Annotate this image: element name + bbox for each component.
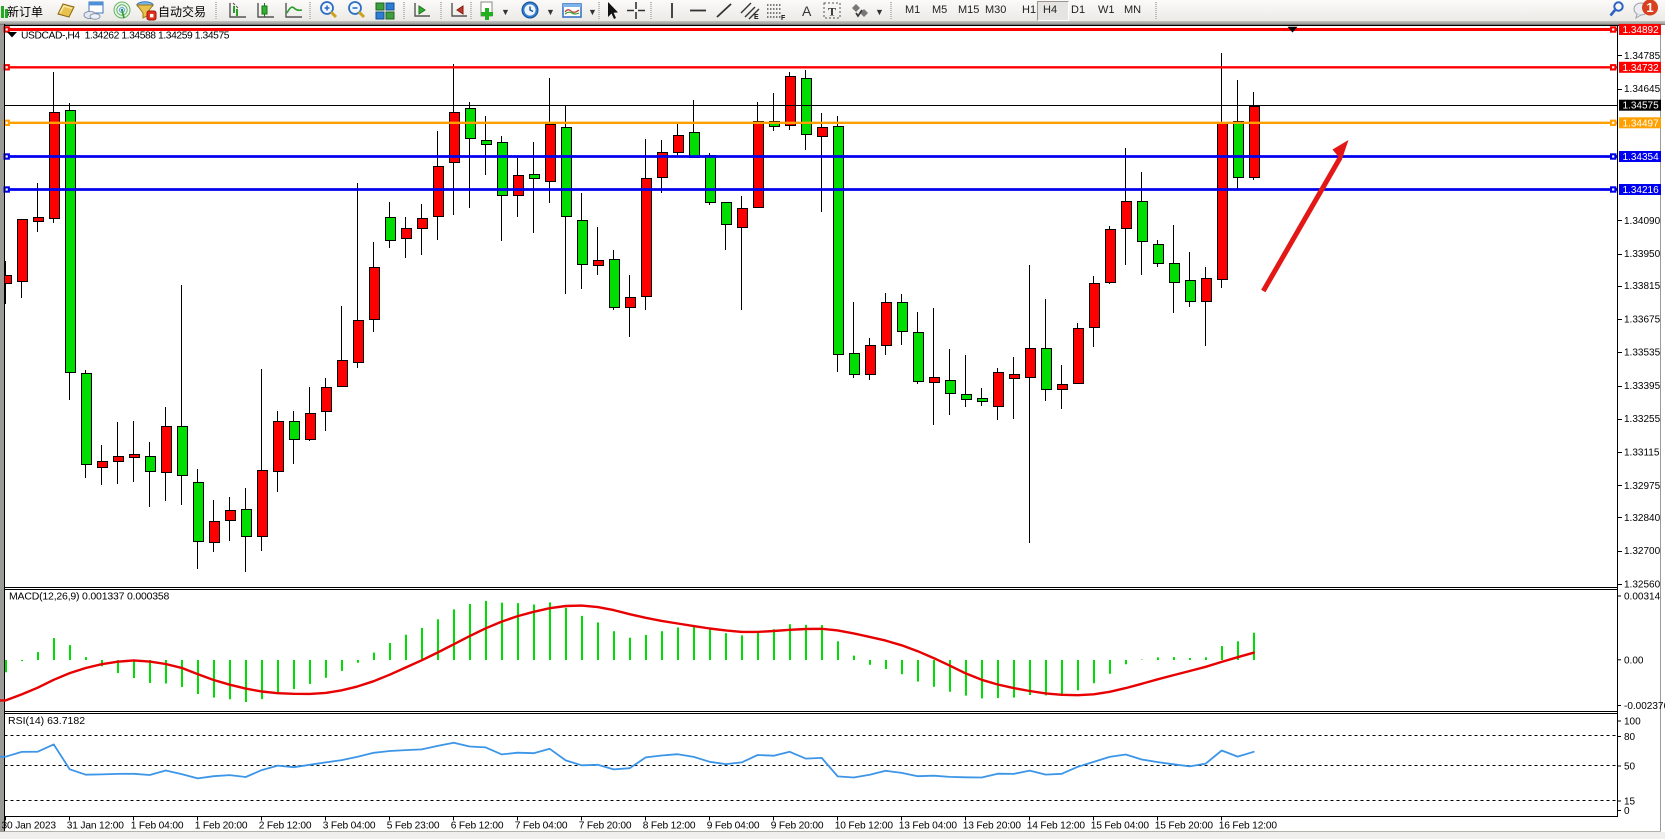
svg-text:8 Feb 12:00: 8 Feb 12:00	[643, 821, 696, 832]
svg-text:1.34216: 1.34216	[1623, 185, 1660, 196]
svg-text:1.33255: 1.33255	[1624, 414, 1661, 425]
svg-text:1 Feb 04:00: 1 Feb 04:00	[131, 821, 184, 832]
svg-text:0.00314: 0.00314	[1624, 592, 1661, 603]
svg-text:6 Feb 12:00: 6 Feb 12:00	[451, 821, 504, 832]
svg-text:1: 1	[1646, 0, 1653, 15]
svg-text:1.34732: 1.34732	[1623, 63, 1660, 74]
svg-text:A: A	[802, 3, 812, 19]
svg-text:9 Feb 04:00: 9 Feb 04:00	[707, 821, 760, 832]
svg-text:100: 100	[1624, 717, 1641, 728]
svg-text:50: 50	[1624, 762, 1636, 773]
svg-text:14 Feb 12:00: 14 Feb 12:00	[1027, 821, 1086, 832]
svg-text:1 Feb 20:00: 1 Feb 20:00	[195, 821, 248, 832]
svg-text:9 Feb 20:00: 9 Feb 20:00	[771, 821, 824, 832]
svg-text:1.33675: 1.33675	[1624, 315, 1661, 326]
svg-text:0: 0	[1624, 806, 1630, 817]
svg-text:15: 15	[1624, 797, 1636, 808]
svg-text:1.32700: 1.32700	[1624, 546, 1661, 557]
svg-text:7 Feb 04:00: 7 Feb 04:00	[515, 821, 568, 832]
svg-text:31 Jan 12:00: 31 Jan 12:00	[67, 821, 125, 832]
svg-text:-0.002376: -0.002376	[1624, 701, 1665, 712]
svg-text:1.34645: 1.34645	[1624, 84, 1661, 95]
svg-text:13 Feb 04:00: 13 Feb 04:00	[899, 821, 958, 832]
svg-text:15 Feb 20:00: 15 Feb 20:00	[1155, 821, 1214, 832]
svg-text:1.32560: 1.32560	[1624, 579, 1661, 590]
svg-text:1.32975: 1.32975	[1624, 481, 1661, 492]
svg-text:1.34575: 1.34575	[1623, 101, 1660, 112]
svg-text:1.34892: 1.34892	[1623, 25, 1660, 36]
svg-text:F: F	[781, 15, 786, 21]
svg-text:80: 80	[1624, 732, 1636, 743]
svg-text:T: T	[828, 5, 836, 19]
svg-text:30 Jan 2023: 30 Jan 2023	[2, 821, 57, 832]
svg-text:MACD(12,26,9) 0.001337 0.00035: MACD(12,26,9) 0.001337 0.000358	[9, 591, 170, 603]
svg-text:10 Feb 12:00: 10 Feb 12:00	[835, 821, 894, 832]
svg-text:5 Feb 23:00: 5 Feb 23:00	[387, 821, 440, 832]
svg-text:0.00: 0.00	[1624, 655, 1644, 666]
svg-text:16 Feb 12:00: 16 Feb 12:00	[1219, 821, 1278, 832]
svg-text:2 Feb 12:00: 2 Feb 12:00	[259, 821, 312, 832]
svg-text:1.34354: 1.34354	[1623, 152, 1660, 163]
svg-text:1.34785: 1.34785	[1624, 51, 1661, 62]
svg-text:15 Feb 04:00: 15 Feb 04:00	[1091, 821, 1150, 832]
svg-text:1.34497: 1.34497	[1623, 118, 1660, 129]
svg-text:E: E	[754, 14, 759, 21]
svg-text:1.34090: 1.34090	[1624, 216, 1661, 227]
svg-text:USDCAD-,H4 1.34262 1.34588 1.: USDCAD-,H4 1.34262 1.34588 1.34259 1.345…	[21, 31, 230, 42]
svg-text:1.33950: 1.33950	[1624, 249, 1661, 260]
svg-text:1.33815: 1.33815	[1624, 281, 1661, 292]
svg-text:1.32840: 1.32840	[1624, 513, 1661, 524]
svg-text:13 Feb 20:00: 13 Feb 20:00	[963, 821, 1022, 832]
svg-text:3 Feb 04:00: 3 Feb 04:00	[323, 821, 376, 832]
svg-text:1.33535: 1.33535	[1624, 348, 1661, 359]
svg-text:1.33115: 1.33115	[1624, 448, 1660, 459]
svg-text:1.33395: 1.33395	[1624, 381, 1661, 392]
svg-text:RSI(14) 63.7182: RSI(14) 63.7182	[8, 715, 85, 727]
svg-text:7 Feb 20:00: 7 Feb 20:00	[579, 821, 632, 832]
